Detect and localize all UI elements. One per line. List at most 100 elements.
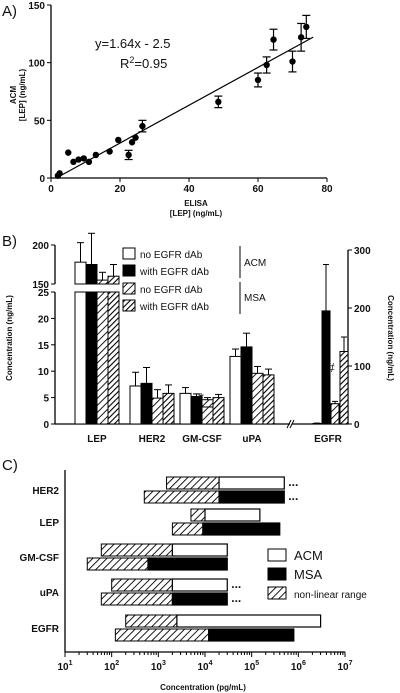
x-tick-exp: 1 xyxy=(69,660,73,667)
nonlinear-segment xyxy=(171,522,204,536)
data-point xyxy=(65,149,72,156)
x-tick-exp: 7 xyxy=(349,660,353,667)
panel-a-r2: R2=0.95 xyxy=(120,55,167,71)
bar-upper xyxy=(96,279,109,285)
y-tick-label-right: 0 xyxy=(354,420,360,431)
data-point xyxy=(80,155,87,162)
range-continues-ellipsis: ... xyxy=(231,577,241,591)
bar xyxy=(85,291,98,425)
bar-upper xyxy=(74,261,87,285)
legend-swatch xyxy=(267,548,287,562)
panel-b-ylabel-right: Concentration (ng/mL) xyxy=(386,295,395,381)
x-tick-base: 10 xyxy=(197,662,209,673)
category-label: HER2 xyxy=(139,434,166,445)
nonlinear-segment xyxy=(125,614,178,628)
x-tick-exp: 3 xyxy=(162,660,166,667)
bar xyxy=(251,372,264,425)
data-point xyxy=(139,122,146,130)
legend-swatch xyxy=(122,299,136,312)
y-tick-label-left: 200 xyxy=(32,241,49,252)
x-tick-label: 40 xyxy=(183,184,195,195)
nonlinear-segment xyxy=(100,543,173,557)
x-axis-break xyxy=(286,419,292,429)
annotation-hash: # xyxy=(327,360,335,375)
data-point xyxy=(115,136,122,144)
panel-a-ylabel: ACM xyxy=(9,86,18,105)
x-tick-base: 10 xyxy=(244,662,256,673)
y-tick-label: 50 xyxy=(34,116,46,127)
data-point xyxy=(56,170,63,177)
x-tick-base: 10 xyxy=(57,662,69,673)
category-label: EGFR xyxy=(314,434,343,445)
y-tick-label-left: 10 xyxy=(38,367,50,378)
data-point xyxy=(92,151,100,159)
data-point xyxy=(128,139,136,146)
bar xyxy=(179,392,192,425)
data-point xyxy=(303,23,310,31)
panel-a-r2-prefix: R xyxy=(120,56,129,71)
nonlinear-segment xyxy=(190,508,206,522)
data-point xyxy=(270,36,277,43)
x-tick-label: 80 xyxy=(321,184,333,195)
x-tick-exp: 6 xyxy=(302,660,306,667)
bar xyxy=(151,397,164,425)
panel-a-equation: y=1.64x - 2.5 xyxy=(95,36,171,51)
x-tick-label: 103 xyxy=(151,660,166,673)
panel-c-xlabel: Concentration (pg/mL) xyxy=(160,683,246,692)
panel-a-letter: A) xyxy=(2,3,17,20)
data-point xyxy=(289,58,296,65)
msa-linear-segment xyxy=(171,592,228,606)
data-point xyxy=(106,148,113,155)
x-tick-label: 102 xyxy=(104,660,119,673)
y-tick-label-right: 300 xyxy=(354,246,371,257)
data-point xyxy=(215,98,222,106)
legend-swatch xyxy=(122,282,136,295)
x-tick-base: 10 xyxy=(151,662,163,673)
bar xyxy=(129,385,142,425)
category-label: LEP xyxy=(40,518,60,529)
x-tick-exp: 4 xyxy=(209,660,213,667)
data-point xyxy=(254,76,262,84)
x-tick-base: 10 xyxy=(291,662,303,673)
legend-entry: with EGFR dAb xyxy=(139,267,209,278)
legend-group-label: MSA xyxy=(244,293,266,304)
acm-linear-segment xyxy=(171,578,228,592)
x-tick-label: 105 xyxy=(244,660,259,673)
data-point xyxy=(132,134,139,141)
panel-a-r2-exp: 2 xyxy=(129,55,134,65)
y-tick-label-left: 15 xyxy=(38,341,50,352)
x-tick-label: 104 xyxy=(197,660,212,673)
panel-a-xlabel: ELISA xyxy=(184,199,208,208)
x-tick-label: 20 xyxy=(114,184,126,195)
x-axis-break xyxy=(289,419,295,429)
nonlinear-segment xyxy=(111,578,173,592)
x-tick-exp: 2 xyxy=(115,660,119,667)
category-label: LEP xyxy=(87,434,107,445)
y-tick-label-left: 20 xyxy=(38,314,50,325)
nonlinear-segment xyxy=(166,476,220,490)
data-point xyxy=(85,158,93,166)
bar xyxy=(212,397,225,425)
category-label: uPA xyxy=(242,434,261,445)
bar xyxy=(240,346,253,425)
bar xyxy=(107,291,120,425)
x-tick-exp: 5 xyxy=(255,660,259,667)
nonlinear-segment xyxy=(114,628,210,642)
legend-swatch xyxy=(122,264,136,277)
legend-group-label: ACM xyxy=(244,258,266,269)
category-label: EGFR xyxy=(31,624,60,635)
panel-a-ylabel-unit: [LEP] (ng/mL) xyxy=(18,68,27,121)
bar xyxy=(262,374,275,425)
panel-a-plot: 0 50 100 150 0 20 40 60 80 xyxy=(28,1,333,195)
data-point xyxy=(70,158,77,166)
msa-linear-segment xyxy=(147,557,228,571)
nonlinear-segment xyxy=(143,490,220,504)
legend-swatch xyxy=(267,586,287,600)
data-point xyxy=(125,151,132,159)
panel-b-ylabel-left: Concentration (ng/mL) xyxy=(5,295,14,381)
x-tick-label: 0 xyxy=(48,184,54,195)
panel-a-r2-value: =0.95 xyxy=(134,56,167,71)
range-continues-ellipsis: ... xyxy=(231,591,241,605)
data-point xyxy=(263,61,270,69)
